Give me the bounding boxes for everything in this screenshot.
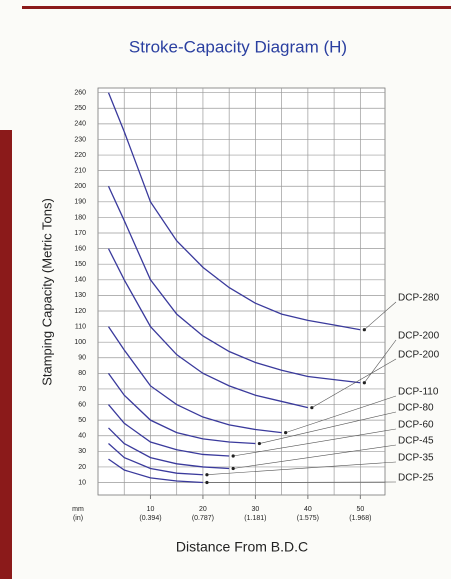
arrow-head <box>362 328 366 332</box>
x-unit-label: (in) <box>73 515 83 522</box>
y-tick-label: 90 <box>78 355 86 362</box>
arrow-head <box>231 454 235 458</box>
series-label: DCP-35 <box>398 453 434 464</box>
leader-line <box>364 301 397 330</box>
y-tick-label: 50 <box>78 417 86 424</box>
y-tick-label: 160 <box>74 245 86 252</box>
series-line <box>107 248 309 409</box>
y-tick-label: 100 <box>74 339 86 346</box>
y-tick-label: 110 <box>75 323 86 330</box>
leader-line <box>311 358 397 408</box>
series-line <box>107 326 282 434</box>
x-tick-label-secondary: (1.181) <box>244 515 266 522</box>
x-tick-label: 10 <box>147 506 155 513</box>
series-label: DCP-200 <box>398 331 440 342</box>
y-tick-label: 230 <box>74 136 86 143</box>
y-tick-label: 140 <box>74 277 86 284</box>
arrow-head <box>310 406 314 410</box>
series-line <box>107 92 361 331</box>
y-tick-label: 180 <box>74 214 86 221</box>
series-label: DCP-110 <box>398 387 439 398</box>
arrow-head <box>205 480 209 485</box>
y-tick-label: 120 <box>74 308 86 315</box>
x-tick-label-secondary: (0.394) <box>139 515 161 522</box>
arrow-head <box>231 466 235 471</box>
y-tick-label: 250 <box>74 105 86 112</box>
x-tick-label: 40 <box>304 506 312 513</box>
series-label: DCP-25 <box>398 473 434 484</box>
y-tick-label: 30 <box>78 448 86 455</box>
arrow-head <box>205 473 209 477</box>
series-label: DCP-280 <box>398 293 440 304</box>
y-tick-label: 10 <box>78 479 86 486</box>
leader-line <box>233 444 397 469</box>
x-tick-label-secondary: (0.787) <box>192 515 214 522</box>
series-line <box>107 372 256 445</box>
y-tick-label: 240 <box>74 121 86 128</box>
arrow-head <box>284 431 288 435</box>
x-tick-label: 50 <box>356 506 364 513</box>
series-line <box>108 443 203 476</box>
y-axis-label: Stamping Capacity (Metric Tons) <box>39 198 54 386</box>
x-tick-label-secondary: (1.575) <box>297 515 319 522</box>
y-tick-label: 170 <box>74 230 86 237</box>
series-label: DCP-80 <box>398 403 434 414</box>
series-label: DCP-200 <box>398 350 440 361</box>
chart-title: Stroke-Capacity Diagram (H) <box>129 37 347 56</box>
series-line <box>107 185 361 384</box>
series-line <box>108 458 203 484</box>
leader-line <box>259 411 397 444</box>
y-tick-label: 190 <box>74 199 86 206</box>
leader-line <box>233 428 397 457</box>
plot-area <box>97 87 386 496</box>
left-border <box>0 130 12 579</box>
y-tick-label: 130 <box>74 292 86 299</box>
top-border <box>22 6 451 9</box>
series-line <box>108 427 230 470</box>
y-tick-label: 80 <box>78 370 86 377</box>
x-axis-label: Distance From B.D.C <box>176 539 308 555</box>
series-line <box>107 404 230 457</box>
leader-line <box>206 481 397 483</box>
arrow-head <box>257 441 262 446</box>
y-tick-label: 210 <box>74 167 86 174</box>
x-tick-label-secondary: (1.968) <box>349 515 371 522</box>
y-tick-label: 20 <box>78 464 86 471</box>
leader-line <box>364 339 397 383</box>
leader-line <box>285 395 397 433</box>
y-tick-label: 150 <box>74 261 86 268</box>
y-tick-label: 220 <box>74 152 86 159</box>
y-tick-label: 200 <box>74 183 86 190</box>
x-tick-label: 20 <box>199 506 207 513</box>
series-label: DCP-45 <box>398 436 434 447</box>
arrow-head <box>362 381 366 385</box>
y-tick-label: 60 <box>78 401 86 408</box>
y-tick-label: 70 <box>78 386 86 393</box>
x-tick-label: 30 <box>252 506 260 513</box>
leader-line <box>206 461 397 476</box>
series-label: DCP-60 <box>398 420 434 431</box>
y-tick-label: 260 <box>74 90 86 97</box>
y-tick-label: 40 <box>78 433 86 440</box>
x-unit-label: mm <box>72 506 84 513</box>
